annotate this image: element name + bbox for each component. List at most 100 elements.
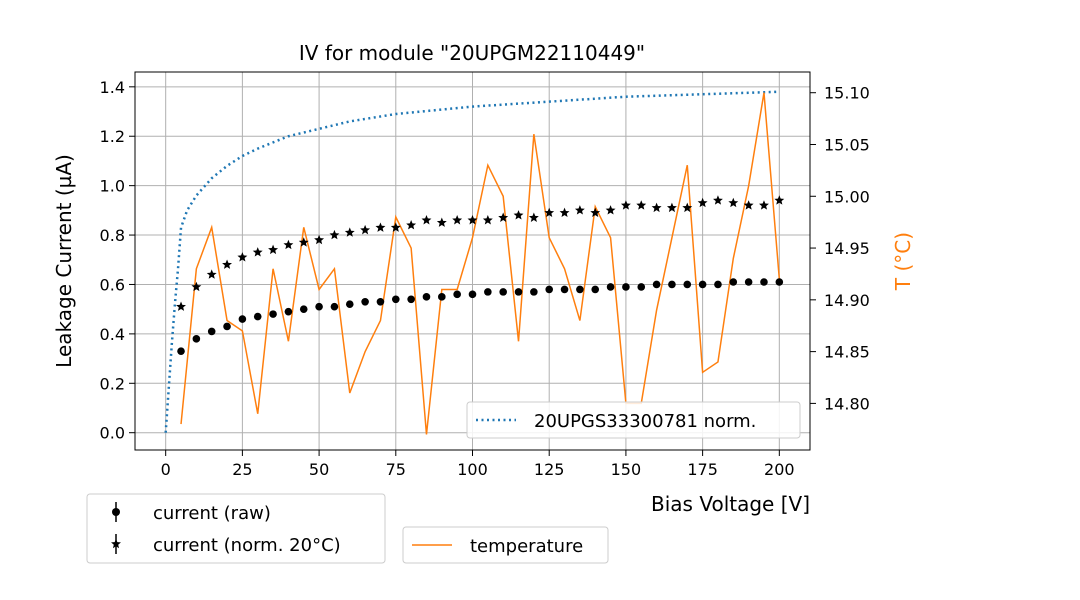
norm-current-point <box>329 229 340 240</box>
raw-current-point <box>714 280 722 289</box>
raw-current-point <box>622 283 630 291</box>
y2-tick-label: 15.05 <box>824 135 870 154</box>
norm-current-point <box>697 197 708 208</box>
norm-current-point <box>360 224 371 235</box>
x-tick-label: 50 <box>309 460 329 479</box>
norm-current-point <box>482 215 493 225</box>
norm-current-point <box>682 202 693 213</box>
temperature-series-line <box>180 92 781 435</box>
norm-current-point <box>344 227 355 237</box>
x-tick-label: 0 <box>161 460 171 479</box>
axis-ticks: 0 25 50 75 100 125 150 175 200 0.0 0.2 0.4 0.6 0.8 1.0… <box>100 78 870 479</box>
y-tick-label: 0.6 <box>100 275 125 294</box>
x-tick-label: 150 <box>611 460 642 479</box>
raw-current-point <box>422 293 431 301</box>
norm-current-point <box>620 200 631 210</box>
raw-current-point <box>269 310 277 318</box>
raw-current-point <box>407 295 415 304</box>
norm-current-point <box>467 215 478 225</box>
norm-current-point <box>774 195 785 205</box>
y2-tick-label: 14.90 <box>824 291 870 310</box>
legend-reference: 20UPGS33300781 norm. <box>466 401 801 439</box>
norm-current-point <box>666 202 677 213</box>
norm-current-point <box>544 207 555 218</box>
norm-current-point <box>314 234 325 245</box>
raw-current-point <box>729 278 738 286</box>
raw-current-point <box>192 335 201 343</box>
raw-current-point <box>315 302 323 311</box>
norm-current-point <box>406 219 417 230</box>
raw-current-point <box>668 280 676 289</box>
norm-current-point <box>528 212 539 222</box>
raw-current-point <box>530 288 538 296</box>
norm-current-point <box>191 281 202 292</box>
x-tick-label: 100 <box>457 460 488 479</box>
norm-current-point <box>651 202 662 213</box>
legend-reference-frame <box>466 401 801 439</box>
y-tick-label: 0.8 <box>100 226 125 245</box>
raw-current-point <box>207 327 216 336</box>
norm-current-point <box>436 217 447 227</box>
x-axis-label: Bias Voltage [V] <box>651 492 810 516</box>
x-tick-label: 25 <box>232 460 252 479</box>
x-tick-label: 200 <box>764 460 795 479</box>
raw-current-point <box>376 297 385 306</box>
y2-tick-label: 14.95 <box>824 239 870 258</box>
norm-current-point <box>375 222 386 232</box>
x-tick-label: 75 <box>386 460 406 479</box>
norm-current-point <box>283 239 294 250</box>
legend-temperature-frame <box>402 526 609 564</box>
legend-temperature-label: temperature <box>470 536 583 557</box>
y2-tick-label: 14.80 <box>824 394 870 413</box>
raw-current-point <box>391 295 400 304</box>
x-tick-label: 175 <box>687 460 718 479</box>
y-tick-label: 1.0 <box>100 177 125 196</box>
raw-current-point <box>591 285 600 294</box>
legend-norm-label: current (norm. 20°C) <box>153 535 341 556</box>
raw-current-point <box>576 285 584 294</box>
y-tick-label: 0.0 <box>100 424 125 443</box>
legend-norm-marker <box>111 538 121 549</box>
legend-raw-marker <box>112 508 120 516</box>
raw-current-point <box>330 302 339 311</box>
legend-current: current (raw) current (norm. 20°C) <box>86 493 386 564</box>
norm-current-point <box>452 215 463 225</box>
raw-current-point <box>223 322 231 331</box>
y2-tick-label: 14.85 <box>824 343 870 362</box>
raw-current-point <box>683 280 692 289</box>
y-tick-label: 1.2 <box>100 127 125 146</box>
raw-current-point <box>775 278 784 286</box>
raw-current-point <box>177 347 185 355</box>
norm-current-point <box>713 195 723 205</box>
legend-reference-label: 20UPGS33300781 norm. <box>534 411 756 432</box>
norm-current-point <box>176 301 186 311</box>
raw-current-point <box>453 290 461 299</box>
raw-current-point <box>760 278 768 286</box>
y2-tick-label: 15.10 <box>824 84 870 103</box>
norm-current-point <box>574 205 585 215</box>
raw-current-point <box>238 315 247 323</box>
reference-series-line <box>164 90 780 433</box>
norm-current-point <box>605 205 616 215</box>
legend-current-frame <box>86 493 386 564</box>
y2-axis-label: T (°C) <box>891 232 915 291</box>
y-tick-label: 0.4 <box>100 325 125 344</box>
norm-current-point <box>206 269 217 279</box>
plot-series <box>164 90 785 435</box>
norm-current-point <box>590 207 601 218</box>
norm-current-point <box>636 200 647 210</box>
norm-current-point <box>298 237 309 247</box>
raw-current-point <box>545 285 554 294</box>
raw-current-point <box>284 307 293 316</box>
raw-current-point <box>468 290 477 299</box>
raw-current-point <box>253 312 262 321</box>
raw-current-point <box>514 288 523 296</box>
norm-current-point <box>237 252 248 262</box>
norm-current-point <box>728 197 739 208</box>
norm-current-point <box>268 244 279 255</box>
raw-current-point <box>299 305 308 313</box>
raw-current-point <box>361 297 369 306</box>
norm-current-point <box>222 259 232 269</box>
y-tick-label: 1.4 <box>100 78 125 97</box>
